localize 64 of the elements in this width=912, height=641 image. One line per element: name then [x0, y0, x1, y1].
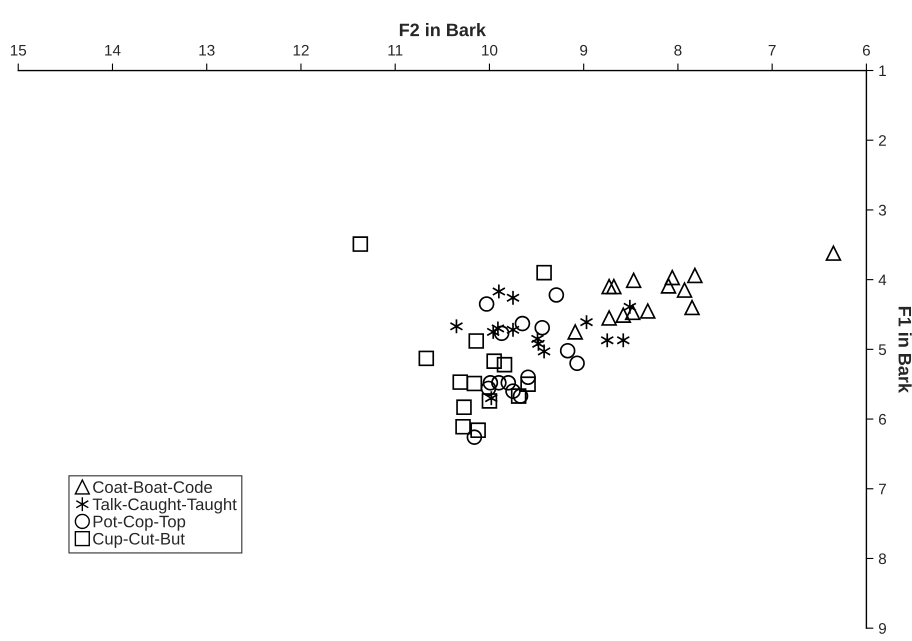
x-tick-label: 11 [388, 45, 402, 56]
point [640, 303, 656, 319]
point [505, 383, 521, 399]
point [660, 278, 676, 294]
point [514, 316, 530, 332]
point [418, 350, 434, 366]
point [684, 300, 700, 316]
point [486, 353, 502, 369]
point [452, 374, 468, 390]
point [466, 429, 482, 445]
point [676, 282, 692, 298]
y-tick-label: 3 [878, 204, 886, 216]
y-tick-label: 7 [878, 484, 886, 494]
x-tick-label: 7 [768, 45, 776, 56]
y-tick-label: 8 [878, 553, 886, 564]
point [826, 245, 842, 261]
legend-label: Cup-Cut-But [93, 532, 185, 548]
point [560, 342, 576, 359]
x-tick-label: 13 [199, 44, 215, 56]
point [664, 270, 680, 286]
y-tick-label: 1 [879, 66, 886, 76]
point [567, 324, 583, 340]
point [455, 418, 471, 434]
point [601, 310, 617, 326]
point [520, 376, 536, 392]
point [352, 236, 368, 252]
y-tick-label: 5 [878, 344, 886, 356]
legend-label: Pot-Cop-Top [94, 516, 186, 531]
point [606, 278, 622, 294]
y-tick-label: 4 [878, 274, 886, 286]
point [494, 326, 510, 342]
x-axis-title: F2 in Bark [400, 23, 486, 36]
legend-label: Coat-Boat-Code [93, 480, 212, 494]
y-tick-label: 9 [878, 623, 886, 634]
point [491, 375, 507, 391]
y-tick-label: 6 [878, 414, 886, 425]
point [496, 356, 512, 372]
x-tick-label: 12 [294, 44, 309, 56]
point [470, 422, 486, 438]
point [548, 287, 564, 303]
point [478, 296, 494, 312]
point [601, 278, 617, 294]
x-tick-label: 6 [862, 44, 870, 56]
x-tick-label: 8 [674, 44, 682, 56]
y-tick-label: 2 [878, 135, 886, 146]
point [468, 333, 484, 349]
point [482, 393, 498, 409]
point [615, 307, 632, 323]
point [624, 304, 640, 320]
point [534, 320, 550, 336]
point [569, 356, 585, 372]
x-tick-label: 9 [580, 44, 588, 56]
x-tick-label: 10 [482, 44, 498, 56]
x-tick-label: 15 [10, 45, 26, 56]
point [520, 369, 536, 386]
y-axis-title: F1 in Bark [898, 306, 912, 394]
point [456, 399, 472, 415]
point [466, 376, 482, 392]
x-tick-label: 14 [105, 45, 121, 56]
point [536, 264, 552, 280]
point [500, 375, 516, 391]
point [687, 268, 703, 284]
point [626, 272, 642, 288]
point [482, 375, 498, 391]
